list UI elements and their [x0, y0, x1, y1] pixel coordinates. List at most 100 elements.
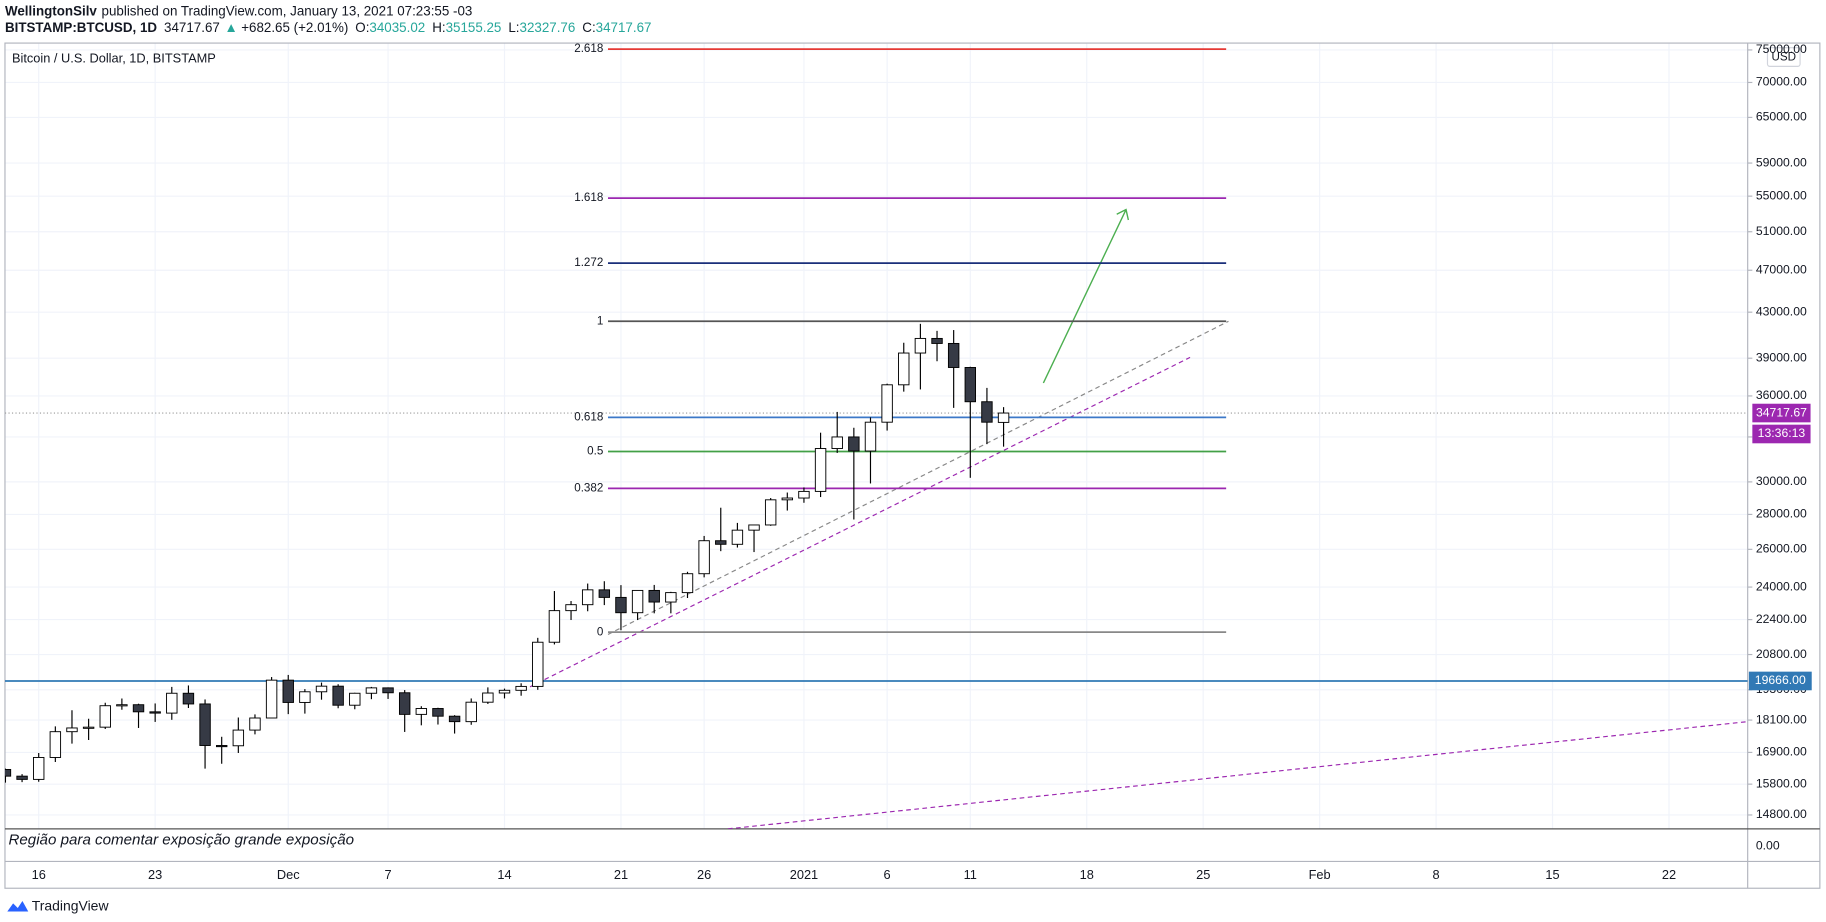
last-price-label: 34717.67 — [1756, 405, 1807, 419]
last-price-tag — [1752, 403, 1811, 423]
candle-body — [715, 540, 727, 545]
fib-label: 1.618 — [574, 191, 603, 204]
change: +682.65 (+2.01%) — [241, 19, 348, 34]
l: 32327.76 — [520, 19, 576, 34]
candle-body — [166, 692, 178, 714]
c: 34717.67 — [596, 19, 652, 34]
candle-body — [515, 685, 527, 691]
candle-body — [382, 687, 394, 694]
currency-button[interactable] — [1766, 47, 1801, 67]
o: 34035.02 — [369, 19, 425, 34]
candle-body — [149, 711, 161, 714]
candle-body — [265, 679, 278, 719]
candle-body — [981, 401, 993, 423]
x-tick-label: Dec — [277, 867, 300, 882]
x-tick-label: 23 — [148, 867, 162, 882]
y-tick-label: 22400.00 — [1756, 612, 1807, 626]
candle-body — [249, 717, 261, 731]
c-label: C: — [582, 19, 595, 34]
candle-body — [33, 757, 45, 780]
candle-body — [615, 596, 627, 614]
y-tick-label: 28000.00 — [1756, 507, 1807, 521]
x-tick-label: 6 — [884, 867, 891, 882]
price-tag-label: 19666.00 — [1755, 673, 1806, 687]
candle-body — [49, 731, 62, 758]
chart-title: Bitcoin / U.S. Dollar, 1D, BITSTAMP — [12, 51, 216, 66]
candle-body — [947, 342, 960, 368]
candle-body — [482, 692, 494, 703]
candle-body — [798, 490, 810, 499]
pane-note: Região para comentar exposição grande ex… — [8, 832, 354, 849]
fib-label: 0.618 — [574, 410, 603, 423]
candle-body — [831, 436, 843, 449]
trend-line — [727, 721, 1747, 829]
x-tick-label: 25 — [1196, 867, 1210, 882]
published: published on TradingView.com, January 13… — [102, 3, 473, 18]
candle-body — [631, 589, 644, 614]
price-tag — [1748, 671, 1812, 691]
pane-tick: 0.00 — [1756, 839, 1780, 853]
x-tick-label: 16 — [32, 867, 46, 882]
plot — [4, 48, 1748, 829]
candle-body — [182, 692, 195, 705]
x-tick-label: 7 — [384, 867, 391, 882]
y-tick-label: 15800.00 — [1756, 776, 1807, 790]
candle-body — [731, 529, 744, 545]
header-line: WellingtonSilv published on TradingView.c… — [5, 3, 472, 18]
fib-label: 0 — [597, 625, 604, 638]
candle-body — [698, 540, 710, 575]
candle-body — [997, 412, 1010, 423]
candle-body — [781, 497, 794, 501]
candle-body — [232, 729, 245, 747]
candle-body — [132, 704, 145, 713]
candle-body — [365, 687, 378, 694]
candle-body — [332, 685, 344, 706]
y-tick-label: 70000.00 — [1756, 75, 1807, 89]
candle-body — [16, 775, 28, 780]
candle-body — [448, 715, 461, 723]
logo-icon — [7, 901, 29, 912]
candle-body — [82, 726, 95, 729]
brand: TradingView — [32, 898, 110, 914]
author: WellingtonSilv — [5, 3, 97, 18]
y-tick-label: 14800.00 — [1756, 807, 1807, 821]
candle-body — [465, 701, 477, 723]
countdown-tag — [1752, 424, 1811, 444]
x-tick-label: 15 — [1545, 867, 1559, 882]
y-tick-label: 51000.00 — [1756, 224, 1807, 238]
o-label: O: — [355, 19, 369, 34]
x-tick-label: 21 — [614, 867, 628, 882]
candle-body — [498, 689, 511, 694]
fib-label: 1 — [597, 314, 603, 327]
candle-body — [282, 679, 294, 703]
currency[interactable]: USD — [1772, 51, 1797, 64]
frame — [4, 42, 1821, 889]
candle-body — [215, 745, 228, 748]
trend-line — [529, 356, 1191, 688]
candle-body — [565, 604, 577, 612]
candle-body — [432, 708, 444, 717]
candle-body — [581, 589, 594, 606]
candle-body — [848, 436, 860, 452]
y-tick-label: 26000.00 — [1756, 542, 1807, 556]
y-tick-label: 30000.00 — [1756, 474, 1807, 488]
symbol-line: BITSTAMP:BTCUSD, 1D 34717.67 ▲ +682.65 (+2.… — [5, 19, 652, 34]
candle-body — [898, 352, 910, 386]
candle-body — [299, 691, 311, 703]
y-tick-label: 24000.00 — [1756, 579, 1807, 593]
y-tick-label: 65000.00 — [1756, 110, 1807, 124]
x-tick-label: 2021 — [790, 867, 818, 882]
fib-label: 2.618 — [574, 42, 603, 55]
x-tick-label: 14 — [497, 867, 511, 882]
symbol: BITSTAMP:BTCUSD, 1D — [5, 19, 157, 34]
y-tick-label: 75000.00 — [1756, 42, 1807, 56]
y-tick-label: 39000.00 — [1756, 350, 1807, 364]
candle-body — [814, 448, 827, 492]
x-tick-label: 26 — [697, 867, 711, 882]
candle-body — [648, 589, 660, 603]
x-tick-label: 11 — [964, 867, 977, 882]
candle-body — [532, 641, 544, 687]
candle-body — [764, 499, 777, 526]
y-tick-label: 18100.00 — [1756, 712, 1807, 726]
